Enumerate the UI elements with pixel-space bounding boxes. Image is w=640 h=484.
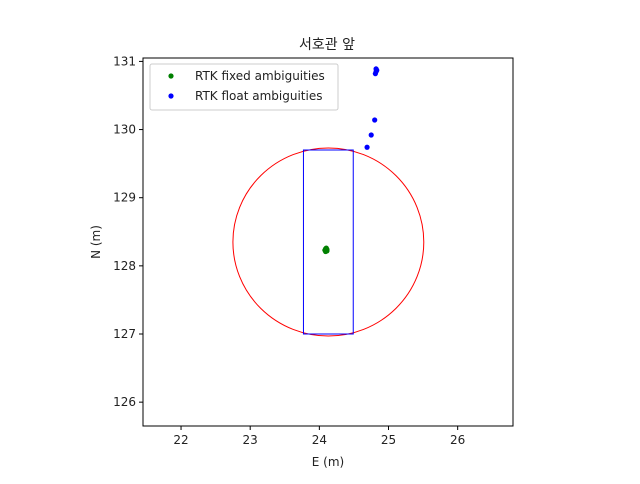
legend: RTK fixed ambiguities RTK float ambiguit… [149, 63, 339, 111]
legend-box [149, 63, 339, 111]
y-tick-label: 130 [113, 123, 136, 137]
x-tick-label: 26 [450, 433, 465, 447]
x-tick-label: 23 [243, 433, 258, 447]
y-tick-label: 131 [113, 54, 136, 68]
y-tick-label: 126 [113, 395, 136, 409]
legend-marker-fixed [168, 73, 174, 79]
x-axis-label: E (m) [312, 455, 344, 469]
axis-ticks: 22 23 24 25 26 126 127 128 129 130 131 [113, 54, 465, 447]
float-point [372, 117, 378, 123]
x-tick-label: 22 [173, 433, 188, 447]
y-axis-label: N (m) [89, 225, 103, 259]
float-point [368, 132, 374, 138]
legend-label-float: RTK float ambiguities [195, 89, 322, 103]
y-tick-label: 128 [113, 259, 136, 273]
plot-area [232, 66, 425, 337]
float-point [372, 71, 378, 77]
float-point [364, 144, 370, 150]
y-tick-label: 127 [113, 327, 136, 341]
axes-frame [142, 57, 514, 427]
x-tick-label: 24 [312, 433, 327, 447]
boundary-rectangle [302, 149, 354, 335]
y-tick-label: 129 [113, 191, 136, 205]
boundary-circle [232, 147, 425, 337]
x-tick-label: 25 [381, 433, 396, 447]
chart-title: 서호관 앞 [299, 37, 355, 53]
fixed-point [323, 246, 329, 253]
legend-label-fixed: RTK fixed ambiguities [195, 69, 325, 83]
legend-marker-float [168, 93, 174, 99]
